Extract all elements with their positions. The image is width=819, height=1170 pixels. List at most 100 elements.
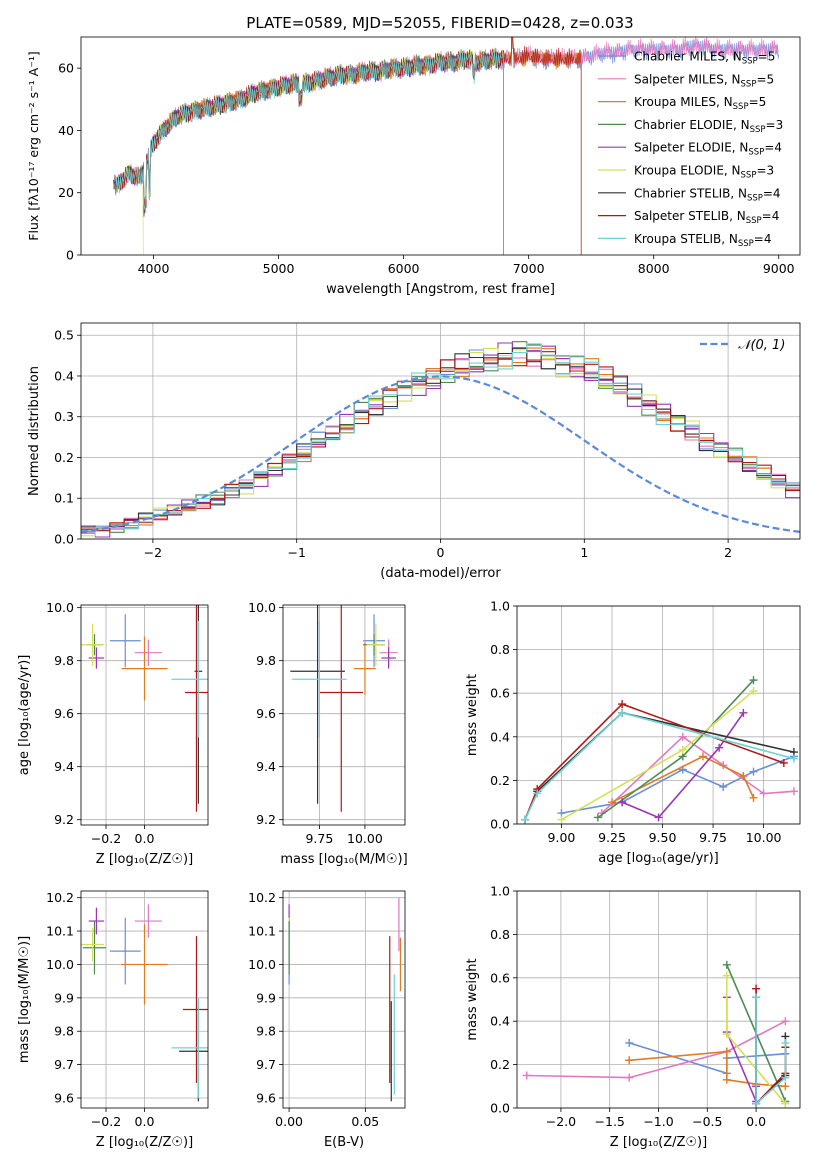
data-marker [752,984,761,993]
legend: Chabrier MILES, NSSP=5 Salpeter MILES, NS… [598,50,783,249]
y-tick-label: 0.2 [490,773,510,788]
y-tick-label: 0.0 [54,532,74,547]
data-point [381,647,396,669]
legend-entry: Salpeter STELIB, NSSP=4 [634,209,779,226]
axes-age-vs-z: −0.2 0.0 9.2 9.4 9.6 9.8 10.0 Z [log₁₀(Z/Z☉)] ag… [17,600,209,867]
x-tick-label: 1 [580,545,588,560]
x-tick-label: 9000 [763,261,795,276]
y-tick-label: 0.6 [490,970,510,985]
y-tick-label: 0.4 [54,368,74,383]
data-marker [618,708,627,717]
series-path [526,1020,786,1079]
data-point [366,623,385,666]
legend-entry: Salpeter ELODIE, NSSP=4 [634,141,782,158]
data-marker [608,798,617,807]
y-tick-label: 9.6 [256,1090,276,1105]
y-axis-label: mass weight [465,674,480,756]
y-tick-label: 9.8 [256,653,276,668]
x-tick-label: −0.2 [91,831,121,846]
data-marker [739,772,748,781]
data-point [171,620,208,738]
y-axis-label: Normed distribution [27,366,42,496]
series-path [561,755,795,814]
x-axis-label: mass [log₁₀(M/M☉)] [280,852,407,867]
x-tick-label: 9.25 [598,830,626,845]
y-tick-label: 9.6 [54,1090,74,1105]
spectrum-line [115,51,504,255]
legend-entry: Chabrier STELIB, NSSP=4 [634,186,781,203]
axes-mass-vs-ebv: 0.00 0.05 9.6 9.7 9.8 9.9 10.0 10.1 10.2 E(B-V) [248,890,406,1150]
data-marker [715,743,724,752]
data-marker [781,1073,790,1082]
x-axis-label: (data-model)/error [380,566,501,581]
data-marker [781,1017,790,1026]
plot-area [113,37,780,255]
data-point [88,647,105,669]
y-axis-label: age [log₁₀(age/yr)] [17,655,32,776]
axes-mass-vs-z: −0.2 0.0 9.6 9.7 9.8 9.9 10.0 10.1 10.2 Z [log₁₀(… [17,890,209,1150]
series-line [593,676,758,822]
data-marker [789,754,798,763]
y-tick-label: 9.2 [54,812,74,827]
axes-frame [282,604,406,826]
data-marker [521,815,530,824]
axes-frame [80,36,801,256]
axes-residuals: −2 −1 0 1 2 0.0 0.1 0.2 0.3 0.4 0.5 (data-model)/er… [27,322,801,581]
series-path [601,735,794,814]
axes-frame [516,605,801,825]
x-tick-label: 4000 [138,261,170,276]
data-marker [749,687,758,696]
axes-weight-vs-age: 9.00 9.25 9.50 9.75 10.00 0.0 0.2 0.4 0.6 0.8 1.0 a… [465,599,801,866]
y-tick-label: 1.0 [490,599,510,614]
data-point [81,623,105,666]
data-marker [722,1047,731,1056]
x-tick-label: 2 [724,545,732,560]
x-tick-label: 0 [437,545,445,560]
x-tick-label: −1 [287,545,305,560]
data-point [171,997,208,1098]
data-point [290,605,345,804]
data-marker [722,960,731,969]
data-marker [719,782,728,791]
spectrum-line [114,37,582,255]
data-point [319,605,364,812]
data-marker [593,813,602,822]
y-tick-label: 10.0 [46,600,74,615]
data-marker [678,732,687,741]
y-tick-label: 0.4 [490,1014,510,1029]
series-line [722,971,790,1108]
y-axis-label: Flux [fλ10⁻¹⁷ erg cm⁻² s⁻¹ A⁻¹] [26,51,41,240]
legend-entry: Kroupa ELODIE, NSSP=3 [634,164,774,181]
y-tick-label: 9.2 [256,812,276,827]
data-marker [533,789,542,798]
data-point [354,642,376,696]
y-axis-label: mass [log₁₀(M/M☉)] [17,936,32,1063]
chart-title: PLATE=0589, MJD=52055, FIBERID=0428, z=0… [246,14,633,32]
y-tick-label: 0.0 [490,817,510,832]
data-marker [678,745,687,754]
data-point [109,614,141,668]
data-marker [779,758,788,767]
x-tick-label: 8000 [638,261,670,276]
y-tick-label: 9.6 [256,706,276,721]
plot-area [522,960,790,1108]
x-tick-label: −0.5 [692,1114,722,1129]
x-tick-label: 9.00 [548,830,576,845]
data-marker [759,789,768,798]
data-marker [781,1099,790,1108]
legend-entry: Kroupa STELIB, NSSP=4 [634,232,772,249]
histogram-step [81,351,800,532]
series-path [524,711,795,820]
series-line [522,1017,790,1082]
y-tick-label: 0.5 [54,328,74,343]
data-point [81,927,105,962]
y-tick-label: 9.6 [54,706,74,721]
spectrum-line [113,51,504,255]
y-axis-label: mass weight [465,958,480,1040]
axes-frame [282,890,406,1109]
x-tick-label: 9.50 [649,830,677,845]
legend-entry: Kroupa MILES, NSSP=5 [634,95,766,112]
x-tick-label: 0.05 [351,1114,379,1129]
x-axis-label: age [log₁₀(age/yr)] [598,851,719,866]
data-marker [749,767,758,776]
